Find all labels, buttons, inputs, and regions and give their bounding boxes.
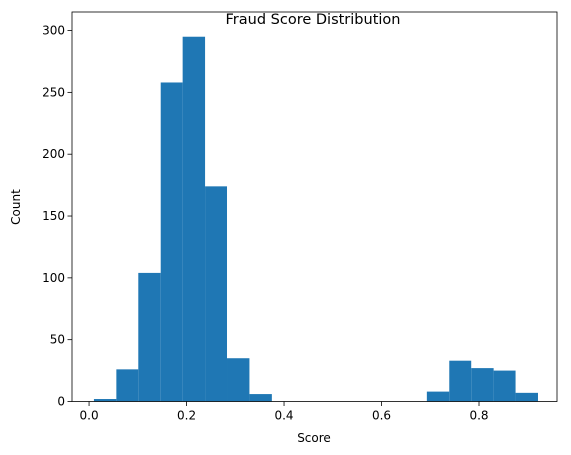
histogram-bar-3 — [160, 82, 183, 402]
y-tick-label: 100 — [42, 271, 65, 285]
plot-frame — [71, 11, 558, 402]
x-tick-label: 0.4 — [274, 409, 293, 423]
x-tick-label: 0.8 — [469, 409, 488, 423]
histogram-bar-4 — [182, 36, 206, 402]
x-axis: 0.0 0.2 0.4 0.6 0.8 — [80, 401, 489, 423]
y-axis-title: Count — [9, 189, 23, 225]
histogram-bar-15 — [426, 391, 450, 402]
y-tick-label: 200 — [42, 147, 65, 161]
x-tick-label: 0.2 — [177, 409, 196, 423]
histogram-bar-0 — [93, 399, 117, 402]
histogram-bar-6 — [227, 358, 250, 402]
histogram-bar-19 — [515, 392, 538, 402]
y-tick-label: 50 — [50, 333, 65, 347]
histogram-bar-2 — [138, 272, 161, 402]
histogram-bar-18 — [493, 370, 516, 402]
histogram-bar-16 — [449, 360, 472, 402]
histogram-bar-17 — [471, 368, 494, 402]
x-axis-title: Score — [297, 431, 331, 445]
y-tick-label: 0 — [57, 395, 65, 409]
histogram-bar-7 — [249, 394, 272, 402]
chart-title: Fraud Score Distribution — [226, 12, 401, 28]
histogram-bar-1 — [116, 369, 139, 402]
histogram-bar-5 — [205, 186, 228, 402]
y-tick-label: 150 — [42, 209, 65, 223]
x-tick-label: 0.0 — [80, 409, 99, 423]
x-tick-label: 0.6 — [372, 409, 391, 423]
y-tick-label: 300 — [42, 24, 65, 38]
y-axis: 0 50 100 150 200 250 300 — [42, 24, 72, 409]
bars-group — [93, 36, 538, 402]
y-tick-label: 250 — [42, 85, 65, 99]
